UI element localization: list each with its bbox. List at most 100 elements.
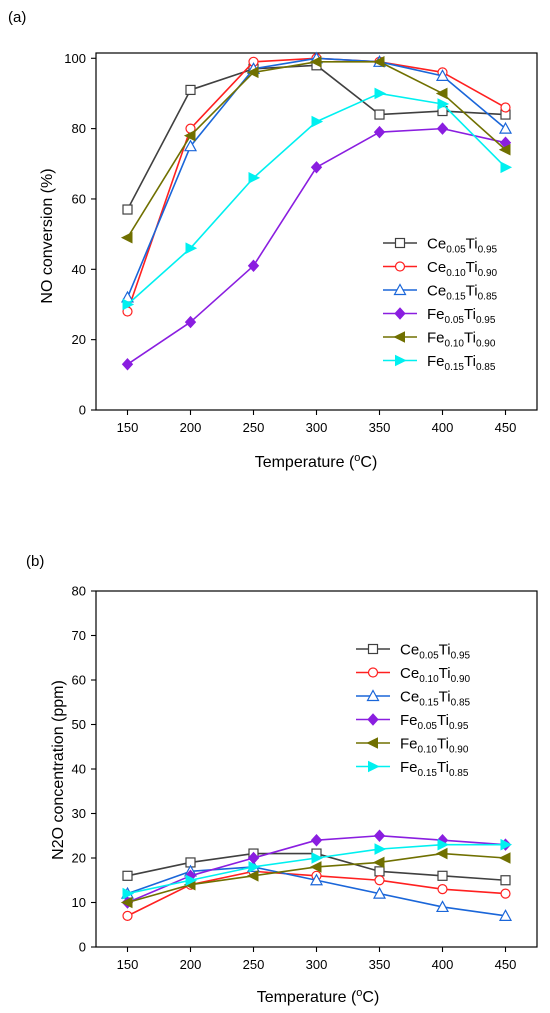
x-tick-label: 300 xyxy=(306,957,328,972)
data-point xyxy=(498,143,511,156)
data-point xyxy=(373,829,386,842)
legend-label-text: Ti xyxy=(437,712,449,729)
data-point xyxy=(311,115,324,128)
data-point xyxy=(248,172,261,184)
y-tick-label: 80 xyxy=(72,584,86,599)
plot-frame xyxy=(95,590,538,948)
data-point xyxy=(500,102,511,113)
legend-label-subscript: 0.95 xyxy=(476,315,496,326)
y-tick-label: 40 xyxy=(72,762,86,777)
legend-label: Fe0.15Ti0.85 xyxy=(427,353,496,373)
series-ce015ti085 xyxy=(120,51,513,303)
legend-label-subscript: 0.90 xyxy=(478,268,498,279)
x-tick-label: 400 xyxy=(432,420,454,435)
legend-marker xyxy=(368,760,380,773)
legend-label-text: Fe xyxy=(427,353,445,370)
data-point xyxy=(373,125,386,139)
y-axis-title-a: NO conversion (%) xyxy=(39,168,56,303)
legend-label-text: Ce xyxy=(427,283,446,300)
data-point xyxy=(374,843,387,855)
y-tick-label: 70 xyxy=(72,628,86,643)
data-point xyxy=(309,861,322,873)
legend-item: Fe0.15Ti0.85 xyxy=(383,353,496,373)
legend-label-subscript: 0.05 xyxy=(445,315,465,326)
y-axis-title-b: N2O concentration (ppm) xyxy=(50,680,67,860)
x-axis-title-b-main: Temperature ( xyxy=(257,989,357,1006)
y-tick-label: 60 xyxy=(72,191,86,206)
legend-label-subscript: 0.05 xyxy=(419,651,439,662)
legend-label-text: Fe xyxy=(400,712,418,729)
legend-label-subscript: 0.95 xyxy=(478,245,498,256)
legend-marker xyxy=(366,689,380,702)
legend-label-subscript: 0.90 xyxy=(451,674,471,685)
legend-label-text: Ti xyxy=(464,306,476,323)
legend-label-subscript: 0.10 xyxy=(419,674,439,685)
y-tick-label: 50 xyxy=(72,717,86,732)
legend-label-subscript: 0.15 xyxy=(419,698,439,709)
legend-label-text: Ce xyxy=(427,236,446,253)
data-point xyxy=(435,847,448,860)
legend-label: Fe0.05Ti0.95 xyxy=(400,712,469,732)
series-fe015ti085 xyxy=(122,838,513,900)
series-fe010ti090 xyxy=(120,55,511,244)
legend-item: Fe0.10Ti0.90 xyxy=(356,736,469,756)
legend-item: Fe0.10Ti0.90 xyxy=(383,330,496,350)
legend-marker xyxy=(367,643,379,655)
legend-label-subscript: 0.85 xyxy=(451,698,471,709)
series-line xyxy=(126,60,507,239)
legend-label-text: Ce xyxy=(427,259,446,276)
plot-area-b: 150 200 250 300 350 400 450 0 10 20 30 40 50 60 70 80 xyxy=(72,584,538,972)
x-tick-label: 350 xyxy=(369,420,391,435)
data-point xyxy=(246,66,259,79)
y-tick-label: 0 xyxy=(79,403,86,418)
data-point xyxy=(122,887,135,900)
legend-label-text: Ce xyxy=(400,689,419,706)
legend-a: Ce0.05Ti0.95Ce0.10Ti0.90Ce0.15Ti0.85Fe0.… xyxy=(383,236,498,373)
data-point xyxy=(437,98,450,110)
data-point xyxy=(120,231,133,244)
legend-label: Ce0.05Ti0.95 xyxy=(400,642,471,662)
legend-label-subscript: 0.10 xyxy=(445,339,465,350)
data-point xyxy=(500,161,513,174)
legend-label-text: Fe xyxy=(400,736,418,753)
y-tick-label: 30 xyxy=(72,806,86,821)
legend-label: Ce0.15Ti0.85 xyxy=(400,689,471,709)
legend-item: Fe0.05Ti0.95 xyxy=(383,306,496,326)
legend-item: Ce0.15Ti0.85 xyxy=(356,689,471,709)
y-tick-label: 100 xyxy=(64,51,86,66)
data-point xyxy=(122,298,135,311)
data-point xyxy=(437,884,448,895)
data-point xyxy=(310,833,323,847)
legend-label: Fe0.10Ti0.90 xyxy=(400,736,469,756)
x-tick-label: 400 xyxy=(432,957,454,972)
legend-item: Ce0.15Ti0.85 xyxy=(383,283,498,303)
legend-label-text: Fe xyxy=(427,306,445,323)
data-point xyxy=(184,315,197,329)
legend-label: Ce0.10Ti0.90 xyxy=(400,665,471,685)
data-point xyxy=(374,866,385,877)
x-axis-title-a-sup: o xyxy=(354,452,360,464)
data-point xyxy=(185,874,198,887)
x-tick-label: 150 xyxy=(117,957,139,972)
y-tick-label: 10 xyxy=(72,895,86,910)
legend-label-subscript: 0.85 xyxy=(478,292,498,303)
data-point xyxy=(247,851,260,865)
x-tick-label: 200 xyxy=(180,420,202,435)
data-point xyxy=(121,358,134,371)
x-tick-label: 250 xyxy=(243,957,265,972)
x-tick-label: 350 xyxy=(369,957,391,972)
legend-label-text: Ce xyxy=(400,665,419,682)
series-ce015ti085 xyxy=(120,860,513,921)
series-line xyxy=(126,57,507,298)
chart-panel-a: (a) 150 200 250 300 350 400 450 0 20 40 60 80 100 NO… xyxy=(8,9,538,471)
legend-label-text: Ti xyxy=(439,642,451,659)
data-point xyxy=(248,861,261,873)
legend-label-text: Fe xyxy=(427,330,445,347)
legend-label-text: Ti xyxy=(464,353,476,370)
panel-label-b: (b) xyxy=(26,553,44,570)
data-point xyxy=(311,852,324,864)
legend-marker xyxy=(394,307,406,320)
y-tick-label: 60 xyxy=(72,673,86,688)
data-point xyxy=(185,84,196,96)
data-point xyxy=(183,129,196,142)
